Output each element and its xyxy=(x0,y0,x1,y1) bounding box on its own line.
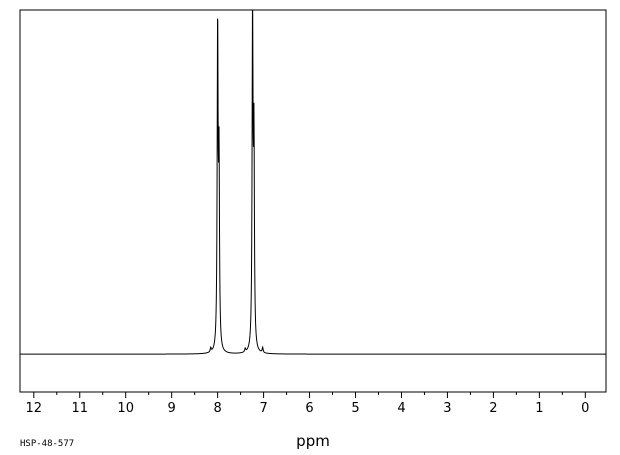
x-tick-label: 1 xyxy=(535,401,543,416)
sample-code-label: HSP-48-577 xyxy=(20,439,74,449)
x-axis-ticks xyxy=(33,392,586,398)
x-tick-label: 0 xyxy=(581,401,589,416)
x-tick-label: 10 xyxy=(117,401,134,416)
spectrum-line xyxy=(20,9,606,355)
x-axis-label: ppm xyxy=(296,432,330,450)
x-tick-label: 2 xyxy=(489,401,497,416)
x-tick-label: 7 xyxy=(259,401,267,416)
plot-frame xyxy=(19,9,607,393)
x-tick-label: 8 xyxy=(213,401,221,416)
x-tick-label: 9 xyxy=(168,401,176,416)
x-tick-label: 4 xyxy=(397,401,405,416)
x-tick-label: 12 xyxy=(26,401,43,416)
x-tick-label: 11 xyxy=(71,401,88,416)
x-tick-label: 6 xyxy=(305,401,313,416)
x-tick-label: 5 xyxy=(351,401,359,416)
x-axis-tick-labels: 12 11 10 9 8 7 6 5 4 3 2 1 0 xyxy=(26,401,590,416)
x-tick-label: 3 xyxy=(443,401,451,416)
